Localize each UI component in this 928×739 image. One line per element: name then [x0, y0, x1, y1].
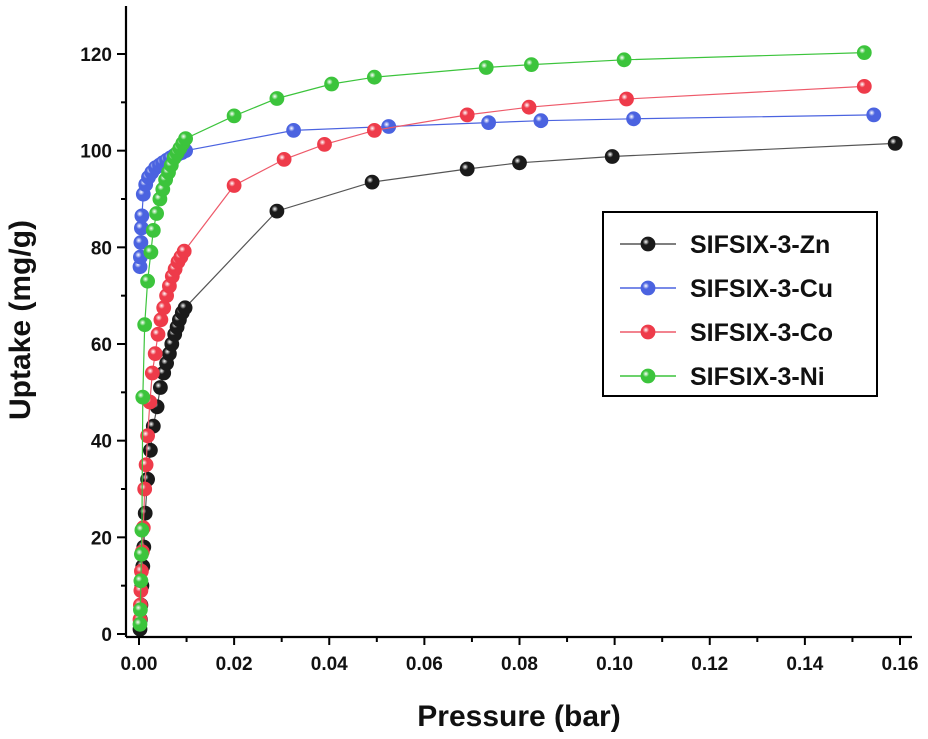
data-point: [286, 122, 302, 138]
x-tick-label: 0.00: [121, 654, 158, 675]
x-tick-label: 0.04: [311, 654, 348, 675]
data-point: [133, 235, 149, 250]
data-point: [269, 203, 285, 219]
data-point: [866, 107, 882, 123]
data-point: [478, 60, 494, 75]
data-point: [364, 174, 380, 190]
data-point: [177, 300, 193, 316]
ticks-layer: 0.00 0.02 0.04 0.06 0.08 0.10 0.12 0.14 0.16 0 20 4…: [80, 45, 918, 675]
x-tick-label: 0.16: [882, 654, 919, 675]
data-point: [147, 346, 163, 362]
legend-marker: [640, 280, 656, 296]
data-point: [533, 113, 549, 129]
x-tick-label: 0.06: [406, 654, 443, 675]
data-point: [145, 222, 161, 238]
data-point: [226, 178, 242, 193]
data-point: [156, 300, 172, 316]
data-point: [524, 57, 539, 72]
data-point: [137, 505, 153, 521]
data-point: [142, 442, 158, 458]
y-tick-label: 80: [91, 238, 112, 259]
series-layer: [132, 45, 903, 637]
data-point: [381, 119, 397, 134]
y-tick-label: 120: [80, 45, 112, 66]
x-tick-label: 0.10: [596, 654, 633, 675]
data-point: [276, 151, 292, 167]
data-point: [481, 115, 497, 130]
legend-label: SIFSIX-3-Cu: [690, 275, 833, 303]
data-point: [226, 108, 242, 124]
data-point: [152, 380, 168, 395]
data-point: [137, 481, 153, 497]
series-sifsix-3-ni: [132, 45, 872, 632]
data-point: [366, 69, 382, 85]
data-point: [616, 52, 632, 68]
data-point: [521, 99, 537, 115]
y-tick-label: 40: [91, 432, 112, 453]
data-point: [133, 573, 149, 589]
data-point: [324, 76, 340, 92]
data-point: [138, 457, 154, 473]
data-point: [317, 136, 332, 152]
x-tick-label: 0.14: [786, 654, 823, 675]
x-tick-label: 0.02: [216, 654, 253, 675]
y-tick-label: 60: [91, 335, 112, 356]
data-point: [269, 91, 285, 106]
legend-label: SIFSIX-3-Co: [690, 319, 833, 347]
data-point: [132, 602, 148, 618]
legend-item: SIFSIX-3-Cu: [620, 275, 833, 303]
legend: SIFSIX-3-Zn SIFSIX-3-Cu SIFSIX-3-Co SIFSIX-…: [602, 211, 878, 397]
data-point: [134, 522, 150, 538]
data-point: [153, 312, 169, 328]
x-tick-label: 0.12: [691, 654, 728, 675]
data-point: [366, 122, 382, 138]
data-point: [133, 546, 149, 562]
data-point: [178, 131, 194, 147]
data-point: [150, 326, 166, 342]
legend-label: SIFSIX-3-Zn: [690, 231, 830, 259]
data-point: [143, 244, 159, 260]
data-point: [512, 155, 527, 171]
data-point: [134, 208, 150, 224]
legend-item: SIFSIX-3-Co: [620, 319, 833, 347]
data-point: [626, 111, 641, 127]
data-point: [132, 616, 148, 632]
data-point: [619, 91, 634, 107]
legend-marker: [640, 236, 656, 252]
data-point: [887, 135, 903, 151]
legend-label: SIFSIX-3-Ni: [690, 363, 825, 391]
y-tick-label: 20: [91, 528, 112, 549]
data-point: [149, 206, 165, 221]
legend-marker: [640, 368, 656, 384]
y-tick-label: 0: [101, 625, 112, 646]
data-point: [459, 161, 475, 177]
data-point: [144, 365, 160, 381]
data-point: [856, 79, 872, 94]
x-tick-label: 0.08: [501, 654, 538, 675]
legend-marker: [640, 324, 656, 340]
data-point: [459, 107, 475, 123]
y-tick-label: 100: [80, 142, 112, 163]
data-point: [604, 149, 620, 164]
x-axis-title: Pressure (bar): [417, 700, 620, 733]
data-point: [176, 243, 192, 259]
legend-item: SIFSIX-3-Zn: [620, 231, 830, 259]
data-point: [140, 428, 156, 444]
y-axis-title: Uptake (mg/g): [4, 220, 37, 420]
legend-item: SIFSIX-3-Ni: [620, 363, 825, 391]
data-point: [856, 45, 872, 60]
data-point: [140, 273, 156, 289]
data-point: [135, 389, 151, 405]
data-point: [137, 317, 153, 333]
